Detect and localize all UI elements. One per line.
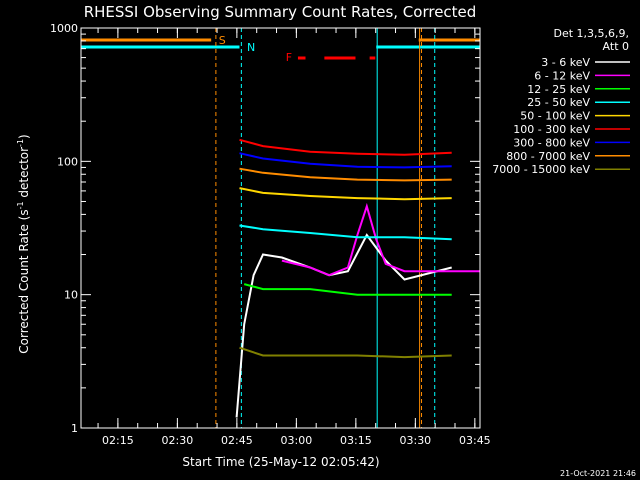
legend-label: 300 - 800 keV bbox=[513, 136, 590, 149]
x-tick-label: 02:45 bbox=[221, 434, 253, 447]
y-tick-label: 1 bbox=[71, 422, 78, 435]
series-line bbox=[239, 187, 452, 201]
series-line bbox=[281, 202, 480, 277]
legend-label: 25 - 50 keV bbox=[527, 96, 590, 109]
footer-date: 21-Oct-2021 21:46 bbox=[560, 469, 636, 478]
series-line bbox=[239, 138, 452, 156]
x-tick-label: 02:15 bbox=[102, 434, 134, 447]
attenuator-flag-bars: S N F bbox=[81, 28, 480, 428]
flag-label-n: N bbox=[247, 41, 255, 54]
series-line bbox=[239, 224, 452, 241]
series-line bbox=[243, 283, 452, 296]
series-group bbox=[235, 138, 480, 418]
flag-label-f: F bbox=[286, 51, 292, 64]
chart-title: RHESSI Observing Summary Count Rates, Co… bbox=[84, 3, 477, 21]
y-tick-label: 100 bbox=[57, 155, 78, 168]
x-tick-label: 02:30 bbox=[162, 434, 194, 447]
y-tick-label: 1000 bbox=[50, 22, 78, 35]
x-axis-label: Start Time (25-May-12 02:05:42) bbox=[182, 455, 379, 469]
x-tick-label: 03:30 bbox=[399, 434, 431, 447]
x-tick-label: 03:00 bbox=[281, 434, 313, 447]
series-line bbox=[239, 152, 452, 169]
legend-label: 50 - 100 keV bbox=[520, 110, 590, 123]
x-tick-label: 03:15 bbox=[340, 434, 372, 447]
legend-label: 800 - 7000 keV bbox=[506, 150, 590, 163]
legend-label: 6 - 12 keV bbox=[534, 69, 590, 82]
axes: 1 10 100 1000 02:15 02:30 02:45 03:00 03:15 03:30… bbox=[50, 22, 491, 447]
legend-label: 12 - 25 keV bbox=[527, 83, 590, 96]
legend-header-line-2: Att 0 bbox=[603, 40, 629, 53]
legend-label: 7000 - 15000 keV bbox=[492, 163, 590, 176]
flag-label-s: S bbox=[219, 34, 226, 47]
legend-header-line-1: Det 1,3,5,6,9, bbox=[553, 27, 629, 40]
series-line bbox=[239, 167, 452, 182]
plot-frame bbox=[80, 27, 481, 429]
series-line bbox=[239, 346, 452, 359]
y-tick-label: 10 bbox=[64, 289, 78, 302]
legend-label: 100 - 300 keV bbox=[513, 123, 590, 136]
y-axis-label: Corrected Count Rate (s-1 detector-1) bbox=[16, 134, 31, 353]
x-tick-label: 03:45 bbox=[459, 434, 491, 447]
legend-label: 3 - 6 keV bbox=[541, 56, 590, 69]
